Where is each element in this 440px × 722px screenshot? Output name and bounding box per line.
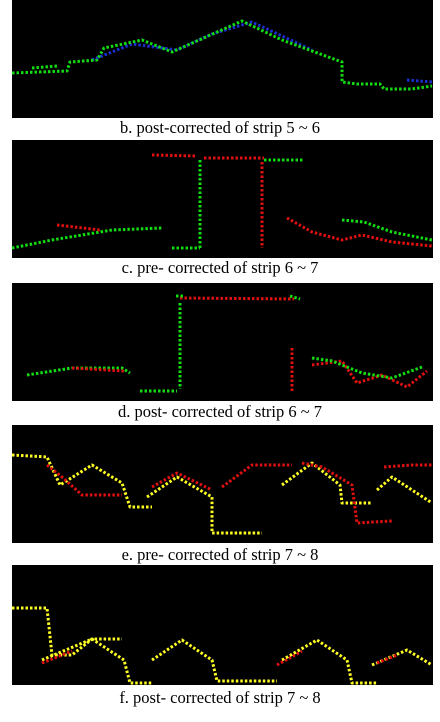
point-cloud-image (12, 425, 433, 543)
figure: b. post-corrected of strip 5 ~ 6 c. pre-… (0, 0, 440, 722)
panel-d (12, 283, 433, 401)
caption: f. post- corrected of strip 7 ~ 8 (119, 688, 320, 707)
panel-f (12, 565, 433, 685)
point-cloud-image (12, 283, 433, 401)
caption: e. pre- corrected of strip 7 ~ 8 (122, 545, 319, 564)
panel-e (12, 425, 433, 543)
point-cloud-image (12, 0, 433, 118)
caption: d. post- corrected of strip 6 ~ 7 (118, 402, 322, 421)
caption: b. post-corrected of strip 5 ~ 6 (120, 118, 320, 137)
point-cloud-image (12, 565, 433, 685)
panel-b (12, 0, 433, 118)
page: {"figure": {"panels": [ {"caption": "b. … (0, 0, 440, 722)
panel-c (12, 140, 433, 258)
caption: c. pre- corrected of strip 6 ~ 7 (122, 258, 319, 277)
